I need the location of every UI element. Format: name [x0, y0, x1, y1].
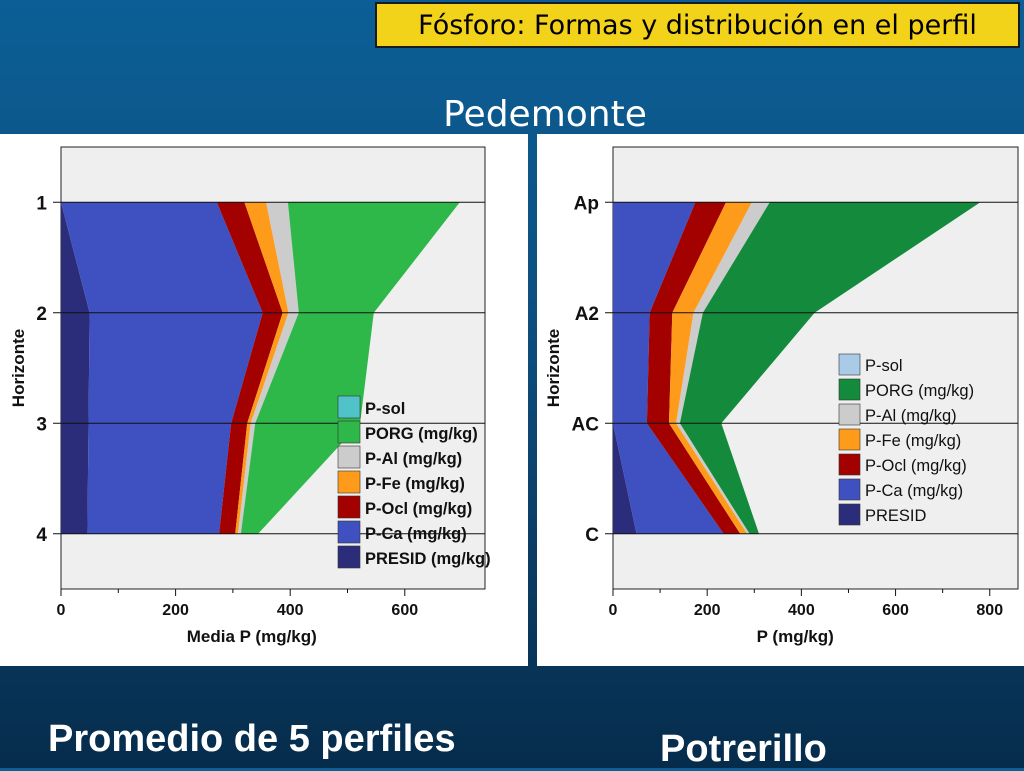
series-area-3: [216, 202, 283, 534]
legend-swatch: [337, 395, 361, 419]
y-tick-label: AC: [572, 414, 600, 435]
legend-label: P-Al (mg/kg): [865, 407, 957, 425]
y-tick-label: A2: [575, 304, 599, 325]
legend-label: PORG (mg/kg): [865, 382, 974, 400]
legend-swatch: [337, 470, 361, 494]
legend-label: P-Fe (mg/kg): [865, 432, 961, 450]
legend-swatch: [838, 378, 861, 401]
series-area-2: [61, 202, 263, 534]
x-axis-label: Media P (mg/kg): [187, 627, 317, 646]
legend-swatch: [838, 503, 861, 526]
left-area-chart: 1 2 3 4 0 200 400 600 Media P (mg/kg) Horizonte P-…: [9, 146, 491, 646]
x-tick-label: 800: [976, 602, 1003, 619]
series-area-4: [669, 202, 752, 534]
x-tick-label: 0: [609, 602, 618, 619]
caption-right: Potrerillo: [660, 728, 827, 770]
legend-label: P-sol: [865, 357, 903, 375]
legend-label: PRESID (mg/kg): [365, 550, 491, 568]
series-area-3: [646, 202, 741, 534]
y-tick-label: 1: [36, 193, 47, 214]
y-tick-label: 3: [36, 414, 47, 435]
legend-label: P-sol: [365, 400, 405, 418]
legend-label: PRESID: [865, 507, 927, 525]
legend-swatch: [337, 545, 361, 569]
series-area-2: [613, 202, 724, 534]
legend-swatch: [838, 353, 861, 376]
x-tick-label: 200: [694, 602, 721, 619]
y-tick-label: 4: [36, 525, 47, 546]
legend-swatch: [838, 453, 861, 476]
legend-swatch: [337, 495, 361, 519]
legend-label: P-Ocl (mg/kg): [865, 457, 967, 475]
legend-label: P-Ca (mg/kg): [365, 525, 467, 543]
series-area-5: [676, 202, 770, 534]
series-area-5: [238, 202, 299, 534]
slide-subtitle: Pedemonte: [443, 94, 647, 135]
right-area-chart: Ap A2 AC C 0 200 400 600 800 P (mg/kg) Horizonte P-…: [544, 146, 1019, 646]
legend-swatch: [838, 428, 861, 451]
legend-swatch: [337, 445, 361, 469]
x-tick-label: 200: [162, 602, 189, 619]
legend-swatch: [838, 403, 861, 426]
left-chart-panel: 1 2 3 4 0 200 400 600 Media P (mg/kg) Horizonte P-…: [0, 134, 528, 666]
x-tick-label: 0: [57, 602, 66, 619]
right-chart-panel: Ap A2 AC C 0 200 400 600 800 P (mg/kg) Horizonte P-…: [537, 134, 1024, 666]
legend-swatch: [337, 420, 361, 444]
x-tick-label: 400: [788, 602, 815, 619]
legend-label: P-Al (mg/kg): [365, 450, 462, 468]
legend-label: PORG (mg/kg): [365, 425, 478, 443]
y-tick-label: Ap: [574, 193, 599, 214]
series-area-6: [240, 202, 460, 534]
legend-label: P-Fe (mg/kg): [365, 475, 465, 493]
legend-swatch: [337, 520, 361, 544]
x-tick-label: 600: [882, 602, 909, 619]
x-axis-label: P (mg/kg): [757, 627, 834, 646]
y-tick-label: 2: [36, 304, 47, 325]
y-axis-label: Horizonte: [544, 329, 563, 407]
x-tick-label: 400: [277, 602, 304, 619]
legend-swatch: [838, 478, 861, 501]
series-area-6: [679, 202, 981, 534]
y-axis-label: Horizonte: [9, 329, 28, 407]
slide-title: Fósforo: Formas y distribución en el per…: [418, 9, 977, 41]
x-tick-label: 600: [391, 602, 418, 619]
slide-title-box: Fósforo: Formas y distribución en el per…: [375, 2, 1020, 48]
legend-label: P-Ocl (mg/kg): [365, 500, 472, 518]
legend-label: P-Ca (mg/kg): [865, 482, 963, 500]
y-tick-label: C: [585, 525, 599, 546]
series-area-4: [235, 202, 289, 534]
caption-left: Promedio de 5 perfiles: [48, 718, 456, 760]
